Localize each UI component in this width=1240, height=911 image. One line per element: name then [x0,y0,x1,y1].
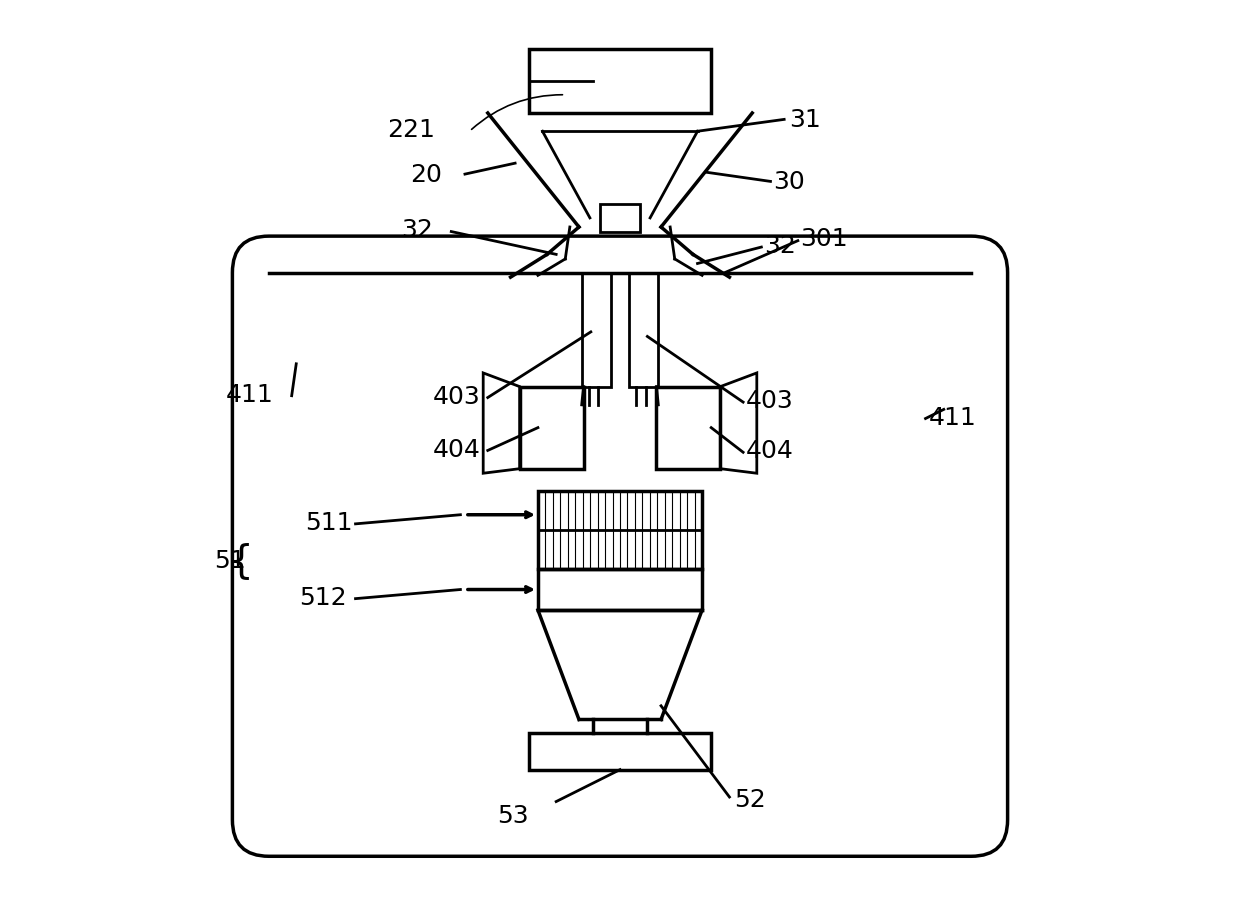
Text: 511: 511 [305,510,353,535]
Text: 301: 301 [801,227,848,251]
Bar [528,733,712,770]
Text: 404: 404 [745,439,794,463]
Bar [538,492,702,569]
Text: 411: 411 [929,405,976,429]
Text: 411: 411 [226,383,274,406]
Text: 30: 30 [774,170,805,194]
Bar [528,50,712,114]
Text: 403: 403 [433,384,481,408]
Text: 53: 53 [497,804,528,827]
Bar [600,205,640,232]
Bar [629,273,658,387]
Bar [538,569,702,610]
Text: 32: 32 [764,234,796,258]
Text: 512: 512 [299,585,347,609]
Text: 403: 403 [745,389,794,413]
Text: 32: 32 [401,218,433,241]
Bar [520,387,584,469]
Bar [656,387,720,469]
Text: 20: 20 [410,163,443,187]
Text: 404: 404 [433,437,481,461]
Text: {: { [228,541,253,579]
Text: 221: 221 [387,118,435,141]
Text: 31: 31 [789,108,821,132]
Text: 52: 52 [734,787,766,811]
Text: 51: 51 [215,548,246,572]
Bar [582,273,611,387]
